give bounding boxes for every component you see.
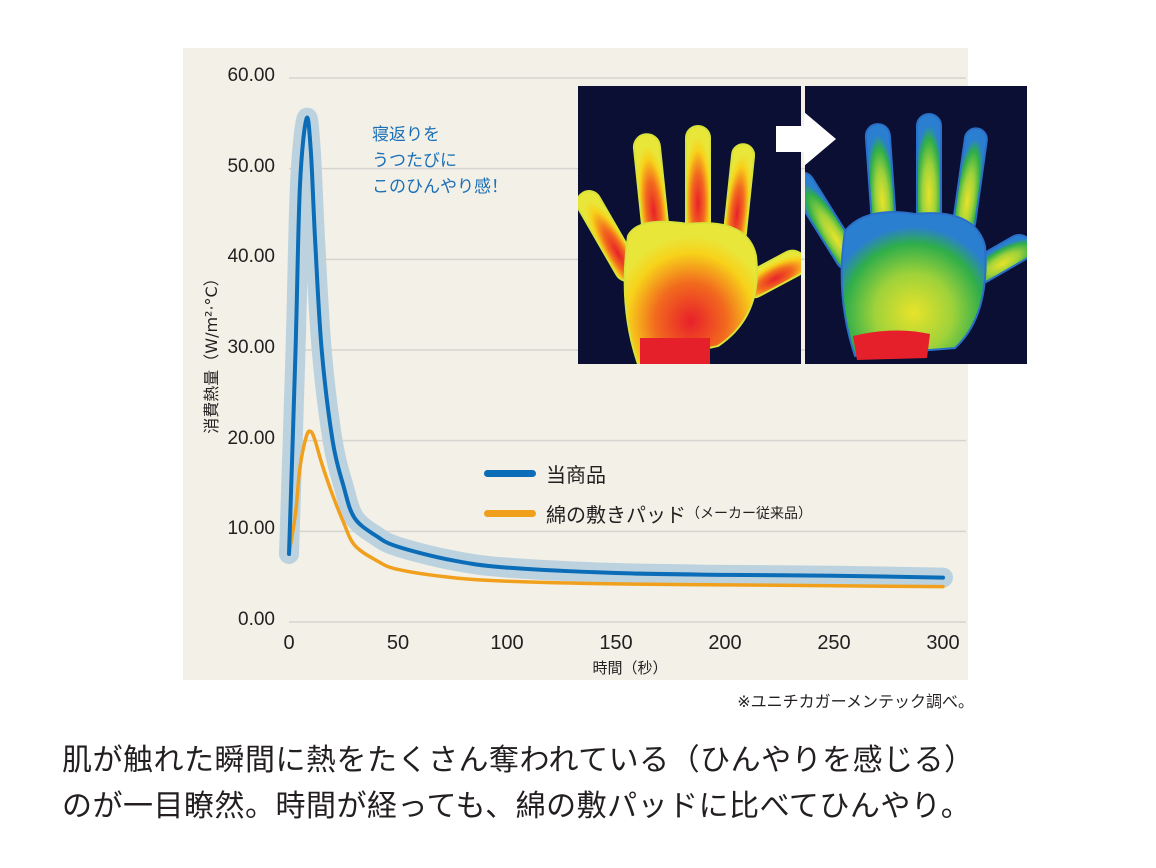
x-tick-label: 150 bbox=[599, 632, 633, 654]
series-line-product bbox=[287, 115, 945, 580]
x-tick-label: 0 bbox=[283, 632, 295, 654]
legend-sublabel: （メーカー従来品） bbox=[686, 506, 812, 522]
x-tick-label: 50 bbox=[386, 632, 410, 654]
thermal-image-after bbox=[805, 86, 1027, 364]
hand-warm-icon bbox=[578, 125, 801, 364]
x-tick-label: 250 bbox=[817, 632, 851, 654]
caption-line: のが一目瞭然。時間が経っても、綿の敷パッドに比べてひんやり。 bbox=[62, 789, 972, 824]
x-tick-label: 300 bbox=[926, 632, 960, 654]
source-note: ※ユニチカガーメンテック調べ。 bbox=[737, 692, 974, 711]
x-tick-label: 100 bbox=[490, 632, 524, 654]
legend-label: 綿の敷きパッド bbox=[546, 502, 686, 527]
y-tick-label: 20.00 bbox=[227, 427, 275, 449]
legend-item-cotton-pad: 綿の敷きパッド （メーカー従来品） bbox=[484, 493, 812, 533]
thermal-image-before bbox=[578, 86, 801, 364]
annotation-line: このひんやり感！ bbox=[372, 177, 508, 197]
legend-swatch-orange bbox=[484, 509, 536, 517]
y-tick-label: 30.00 bbox=[227, 337, 275, 358]
legend-item-product: 当商品 bbox=[484, 453, 812, 493]
right-arrow-icon bbox=[776, 112, 836, 166]
hand-cool-icon bbox=[805, 113, 1027, 360]
caption-line: 肌が触れた瞬間に熱をたくさん奪われている（ひんやりを感じる） bbox=[62, 743, 975, 778]
x-axis-label: 時間（秒） bbox=[592, 659, 668, 677]
y-tick-label: 0.00 bbox=[238, 609, 275, 630]
legend-label: 当商品 bbox=[546, 462, 606, 487]
series-line-cotton-pad bbox=[287, 429, 945, 589]
x-tick-label: 200 bbox=[708, 632, 742, 654]
caption: 肌が触れた瞬間に熱をたくさん奪われている（ひんやりを感じる） のが一目瞭然。時間… bbox=[62, 738, 975, 830]
chart-legend: 当商品 綿の敷きパッド （メーカー従来品） bbox=[484, 453, 812, 533]
y-axis-label: 消費熱量（W/m²·°C） bbox=[202, 270, 221, 434]
annotation-line: 寝返りを bbox=[372, 125, 440, 145]
y-tick-label: 10.00 bbox=[227, 518, 275, 540]
y-tick-label: 50.00 bbox=[227, 155, 275, 177]
y-tick-label: 40.00 bbox=[227, 246, 275, 268]
legend-swatch-blue bbox=[484, 469, 536, 477]
y-tick-label: 60.00 bbox=[227, 65, 275, 86]
annotation-line: うつたびに bbox=[372, 151, 457, 171]
chart-annotation: 寝返りを うつたびに このひんやり感！ bbox=[372, 122, 508, 200]
